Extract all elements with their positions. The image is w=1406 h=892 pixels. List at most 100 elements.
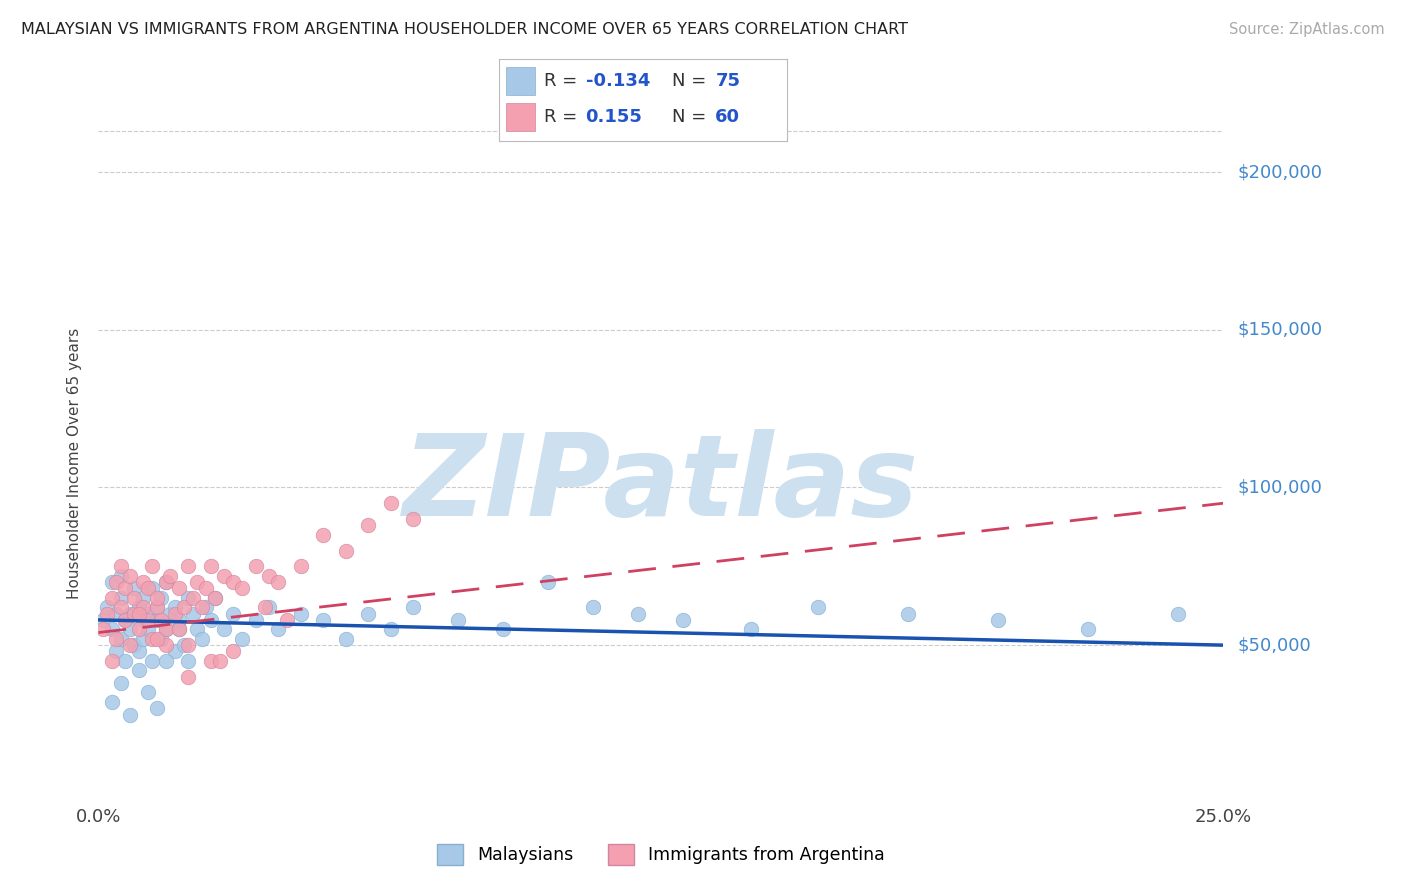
Point — [177, 559, 200, 574]
Point — [141, 582, 163, 596]
Point — [114, 613, 136, 627]
Point — [276, 613, 298, 627]
Point — [136, 623, 159, 637]
Point — [132, 613, 155, 627]
Text: $50,000: $50,000 — [1237, 636, 1310, 654]
Point — [124, 591, 146, 605]
Legend: Malaysians, Immigrants from Argentina: Malaysians, Immigrants from Argentina — [430, 837, 891, 872]
Point — [150, 591, 173, 605]
Point — [101, 695, 124, 709]
Point — [191, 632, 214, 646]
Point — [101, 591, 124, 605]
Point — [1077, 623, 1099, 637]
Text: N =: N = — [672, 108, 711, 126]
Point — [204, 591, 226, 605]
Point — [672, 613, 695, 627]
Point — [146, 632, 169, 646]
Point — [195, 582, 218, 596]
Point — [96, 607, 118, 621]
Point — [124, 607, 146, 621]
Point — [181, 607, 204, 621]
Point — [110, 676, 132, 690]
Point — [118, 607, 141, 621]
Point — [132, 632, 155, 646]
Point — [141, 654, 163, 668]
Point — [231, 632, 253, 646]
Text: Source: ZipAtlas.com: Source: ZipAtlas.com — [1229, 22, 1385, 37]
Point — [118, 568, 141, 582]
Point — [163, 600, 186, 615]
Point — [259, 568, 281, 582]
Point — [200, 613, 222, 627]
Point — [146, 600, 169, 615]
Point — [267, 575, 290, 590]
Point — [380, 496, 402, 510]
Point — [124, 582, 146, 596]
Point — [245, 559, 267, 574]
Point — [91, 613, 114, 627]
Bar — [506, 67, 536, 95]
Point — [222, 644, 245, 658]
Point — [155, 623, 177, 637]
Point — [159, 568, 181, 582]
Point — [173, 600, 195, 615]
Point — [245, 613, 267, 627]
Point — [114, 582, 136, 596]
Text: MALAYSIAN VS IMMIGRANTS FROM ARGENTINA HOUSEHOLDER INCOME OVER 65 YEARS CORRELAT: MALAYSIAN VS IMMIGRANTS FROM ARGENTINA H… — [21, 22, 908, 37]
Point — [118, 638, 141, 652]
Point — [231, 582, 253, 596]
Point — [740, 623, 762, 637]
Text: $100,000: $100,000 — [1237, 478, 1322, 497]
Text: $150,000: $150,000 — [1237, 321, 1322, 339]
Point — [96, 600, 118, 615]
Point — [181, 591, 204, 605]
Point — [204, 591, 226, 605]
Point — [110, 559, 132, 574]
Point — [146, 613, 169, 627]
Point — [169, 623, 191, 637]
Point — [163, 607, 186, 621]
Point — [447, 613, 470, 627]
Point — [128, 664, 150, 678]
Point — [159, 607, 181, 621]
Point — [114, 654, 136, 668]
Point — [114, 613, 136, 627]
Point — [150, 632, 173, 646]
Text: $200,000: $200,000 — [1237, 163, 1322, 181]
Point — [101, 575, 124, 590]
Point — [290, 559, 312, 574]
Point — [267, 623, 290, 637]
Point — [169, 582, 191, 596]
Point — [105, 607, 128, 621]
Point — [357, 518, 380, 533]
Point — [402, 600, 425, 615]
Point — [118, 707, 141, 722]
Point — [492, 623, 515, 637]
Point — [186, 623, 208, 637]
Point — [253, 600, 276, 615]
Point — [335, 543, 357, 558]
Text: 75: 75 — [716, 72, 741, 90]
Point — [582, 600, 605, 615]
Point — [987, 613, 1010, 627]
Point — [335, 632, 357, 646]
Point — [105, 632, 128, 646]
Text: R =: R = — [544, 108, 583, 126]
Point — [146, 600, 169, 615]
Point — [290, 607, 312, 621]
Y-axis label: Householder Income Over 65 years: Householder Income Over 65 years — [67, 328, 83, 599]
Point — [136, 582, 159, 596]
Point — [627, 607, 650, 621]
Point — [402, 512, 425, 526]
Point — [163, 644, 186, 658]
Text: ZIPatlas: ZIPatlas — [402, 429, 920, 540]
Point — [141, 559, 163, 574]
Point — [101, 623, 124, 637]
Point — [128, 600, 150, 615]
Point — [222, 575, 245, 590]
Point — [195, 600, 218, 615]
Point — [101, 654, 124, 668]
Text: 60: 60 — [716, 108, 741, 126]
Point — [105, 644, 128, 658]
Point — [312, 528, 335, 542]
